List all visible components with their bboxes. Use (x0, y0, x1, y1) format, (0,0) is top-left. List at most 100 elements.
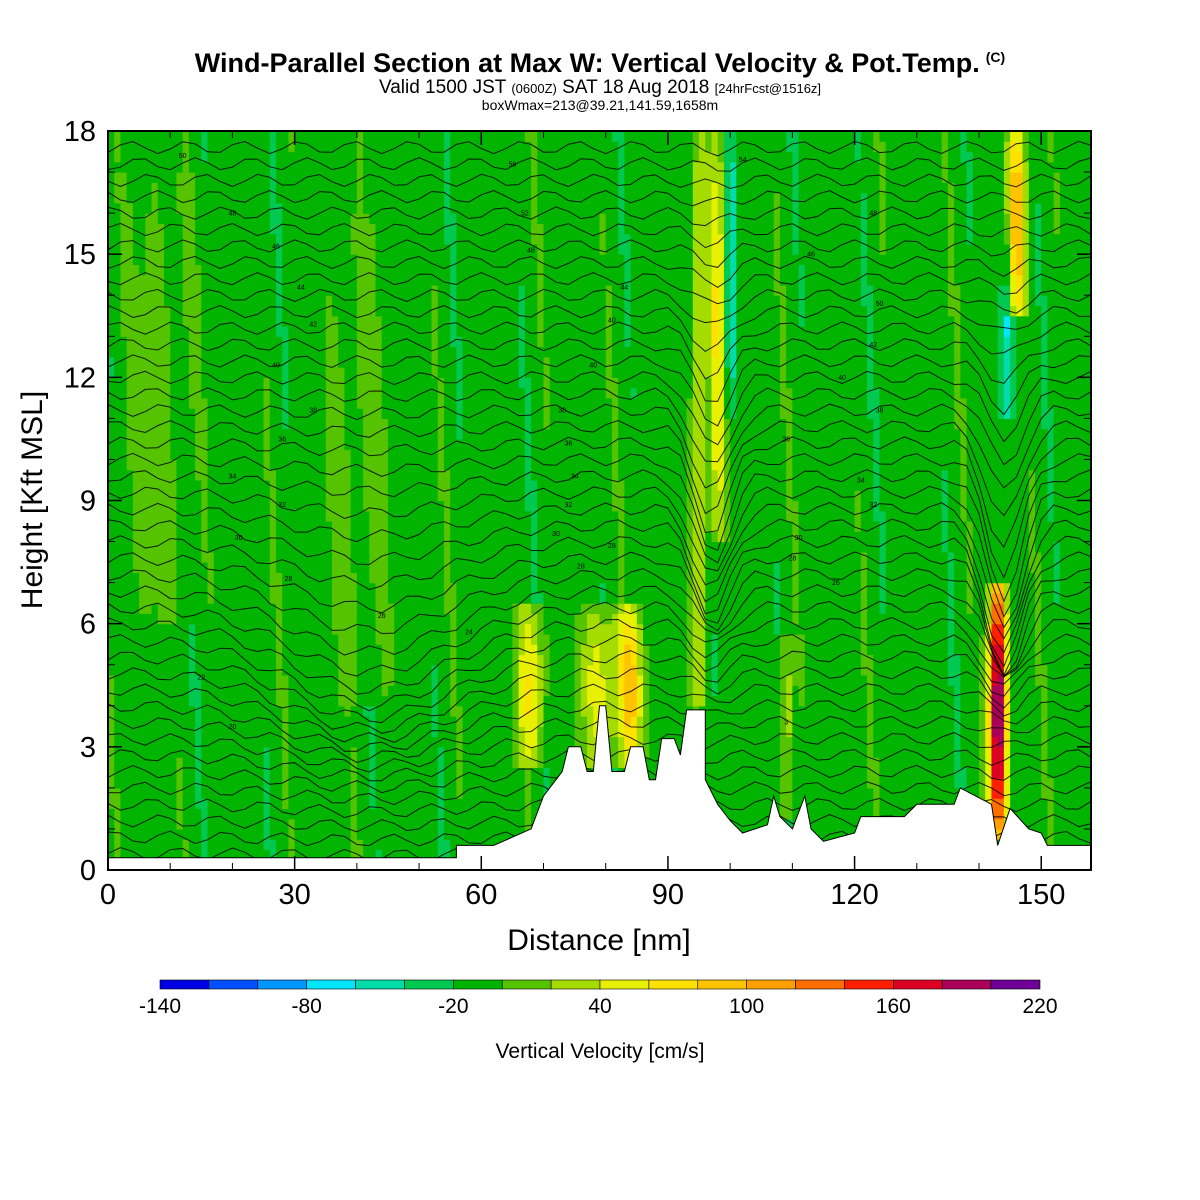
velocity-cell (1016, 243, 1024, 255)
velocity-cell (1003, 777, 1011, 789)
velocity-cell (1003, 746, 1011, 758)
velocity-cell (860, 243, 868, 255)
velocity-cell (792, 777, 868, 789)
velocity-cell (618, 151, 625, 163)
velocity-cell (605, 223, 619, 235)
velocity-cell (798, 213, 862, 224)
velocity-cell (462, 418, 526, 430)
velocity-cell (786, 284, 800, 296)
velocity-cell (537, 685, 545, 697)
velocity-cell (873, 356, 955, 368)
velocity-cell (954, 726, 961, 738)
velocity-cell (624, 633, 638, 645)
velocity-cell (543, 377, 551, 389)
velocity-cell (605, 377, 619, 389)
velocity-cell (108, 469, 134, 481)
velocity-cell (636, 726, 644, 738)
velocity-cell (692, 336, 713, 348)
velocity-cell (462, 377, 520, 389)
velocity-cell (1035, 644, 1042, 656)
velocity-cell (873, 685, 955, 697)
velocity-cell (282, 613, 333, 625)
velocity-cell (275, 479, 327, 491)
velocity-cell (437, 849, 451, 861)
velocity-cell (860, 613, 868, 625)
velocity-cell (275, 510, 327, 522)
velocity-cell (207, 849, 271, 861)
velocity-cell (182, 818, 202, 830)
velocity-cell (873, 141, 887, 153)
velocity-cell (1010, 202, 1024, 214)
velocity-cell (593, 716, 601, 727)
velocity-cell (182, 849, 190, 861)
velocity-cell (730, 377, 737, 389)
velocity-cell (873, 674, 949, 686)
velocity-cell (1035, 254, 1042, 266)
velocity-cell (705, 449, 713, 461)
velocity-cell (207, 592, 215, 604)
velocity-cell (120, 284, 165, 296)
velocity-cell (394, 654, 451, 666)
velocity-cell (798, 233, 862, 245)
velocity-cell (531, 172, 538, 183)
velocity-cell (860, 562, 868, 573)
velocity-cell (518, 736, 526, 748)
velocity-cell (537, 326, 545, 337)
velocity-cell (1003, 695, 1011, 707)
velocity-cell (537, 510, 619, 522)
velocity-cell (860, 274, 868, 286)
velocity-cell (792, 572, 800, 584)
velocity-cell (1010, 151, 1024, 163)
velocity-cell (786, 438, 793, 450)
velocity-cell (1010, 777, 1042, 789)
velocity-cell (375, 849, 383, 861)
velocity-cell (269, 141, 277, 153)
isentrope-label: 48 (869, 211, 877, 218)
velocity-cell (512, 644, 520, 656)
velocity-cell (867, 736, 874, 748)
velocity-cell (966, 449, 1049, 461)
velocity-cell (1053, 592, 1061, 604)
y-tick-label: 0 (80, 855, 96, 887)
velocity-cell (991, 777, 1005, 789)
velocity-cell (381, 674, 395, 686)
velocity-cell (711, 469, 719, 481)
velocity-cell (512, 726, 520, 738)
velocity-cell (624, 336, 632, 348)
velocity-cell (879, 551, 887, 563)
velocity-cell (979, 695, 986, 707)
velocity-cell (960, 479, 968, 491)
velocity-cell (549, 377, 607, 389)
velocity-cell (873, 336, 955, 348)
velocity-cell (705, 541, 793, 553)
velocity-cell (779, 192, 793, 204)
velocity-cell (1041, 367, 1049, 378)
velocity-cell (723, 172, 731, 183)
velocity-cell (356, 161, 364, 173)
velocity-cell (736, 131, 787, 142)
velocity-cell (201, 141, 209, 153)
velocity-cell (1035, 490, 1049, 502)
velocity-cell (387, 551, 445, 563)
velocity-cell (543, 305, 607, 317)
velocity-cell (730, 233, 737, 245)
velocity-cell (1047, 131, 1055, 142)
velocity-cell (201, 767, 265, 779)
velocity-cell (779, 315, 787, 327)
velocity-cell (779, 685, 787, 697)
velocity-cell (985, 767, 993, 779)
velocity-cell (879, 521, 887, 532)
isentrope-line (108, 682, 1091, 743)
velocity-cell (437, 479, 451, 491)
velocity-cell (954, 592, 968, 604)
velocity-cell (263, 377, 271, 389)
velocity-cell (369, 798, 377, 810)
velocity-cell (624, 213, 694, 224)
velocity-cell (437, 839, 451, 851)
velocity-cell (288, 767, 352, 779)
velocity-cell (201, 490, 209, 502)
velocity-cell (108, 777, 115, 789)
velocity-cell (201, 787, 265, 799)
velocity-cell (1041, 233, 1091, 245)
velocity-cell (873, 131, 881, 142)
